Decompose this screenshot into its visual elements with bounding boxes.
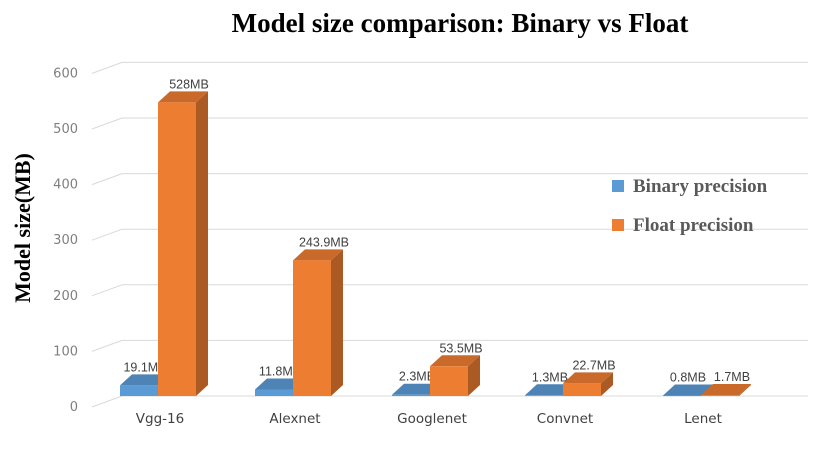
bars: 19.1MB 528MB 11.8MB 243.9MB 2.3MB 53.5MB 1.3MB…	[120, 77, 751, 397]
data-label: 22.7MB	[572, 358, 615, 372]
gridline-side	[91, 117, 123, 130]
gridline-side	[91, 173, 123, 186]
gridline-side	[91, 61, 123, 74]
data-label: 53.5MB	[439, 341, 482, 355]
bar-front	[430, 366, 468, 396]
x-category-label: Lenet	[684, 411, 722, 427]
data-label: 243.9MB	[299, 235, 349, 249]
bar-front	[255, 389, 293, 396]
bar-front	[392, 394, 430, 396]
gridlines	[91, 61, 808, 408]
data-label: 11.8MB	[259, 364, 301, 378]
y-axis-label: Model size(MB)	[10, 153, 35, 303]
bar-side	[196, 91, 208, 396]
bar-top	[430, 355, 480, 367]
y-tick-label: 300	[53, 233, 78, 248]
gridline-side	[91, 228, 123, 241]
legend-label: Float precision	[633, 215, 754, 236]
y-tick-label: 600	[53, 66, 78, 81]
legend: Binary precision Float precision	[612, 176, 768, 236]
gridline-side	[91, 395, 123, 408]
y-tick-label: 200	[53, 289, 78, 304]
bar-float	[158, 91, 208, 396]
data-label: 0.8MB	[670, 371, 706, 385]
bar-front	[701, 395, 739, 396]
bar-front	[563, 383, 601, 396]
bar-float	[563, 372, 613, 396]
bar-side	[601, 372, 613, 396]
bar-front	[158, 102, 196, 396]
bar-top	[158, 91, 208, 103]
x-category-label: Convnet	[537, 411, 593, 427]
legend-label: Binary precision	[633, 176, 768, 197]
bar-top	[663, 384, 713, 396]
bar-side	[739, 384, 751, 396]
y-tick-label: 400	[53, 178, 78, 193]
bar-side	[331, 249, 343, 396]
bar-float	[293, 249, 343, 396]
data-label: 528MB	[169, 77, 209, 91]
bar-top	[392, 383, 442, 395]
x-category-label: Googlenet	[397, 411, 467, 427]
bar-top	[293, 249, 343, 261]
y-tick-label: 500	[53, 122, 78, 137]
y-axis-ticks: 0 100 200 300 400 500 600	[53, 66, 78, 415]
bar-front	[663, 395, 701, 397]
x-axis-categories: Vgg-16 Alexnet Googlenet Convnet Lenet	[136, 411, 722, 427]
data-label: 1.3MB	[532, 370, 568, 384]
bar-top	[563, 372, 613, 384]
data-label: 1.7MB	[714, 370, 750, 384]
bar-top	[255, 378, 305, 390]
y-tick-label: 0	[70, 400, 78, 415]
data-label: 19.1MB	[123, 360, 166, 374]
bar-front	[525, 395, 563, 396]
bar-top	[120, 374, 170, 386]
bar-front	[293, 260, 331, 396]
x-category-label: Alexnet	[269, 411, 320, 427]
bar-float	[701, 384, 751, 396]
legend-swatch	[612, 219, 624, 231]
bar-side	[468, 355, 480, 396]
gridline-side	[91, 339, 123, 352]
chart-title: Model size comparison: Binary vs Float	[232, 8, 689, 38]
bar-top	[525, 384, 575, 396]
y-tick-label: 100	[53, 344, 78, 359]
legend-swatch	[612, 180, 624, 192]
bar-float	[430, 355, 480, 396]
gridline-side	[91, 284, 123, 297]
bar-front	[120, 385, 158, 396]
x-category-label: Vgg-16	[136, 411, 184, 427]
data-label: 2.3MB	[399, 370, 435, 384]
bar-top	[701, 384, 751, 396]
